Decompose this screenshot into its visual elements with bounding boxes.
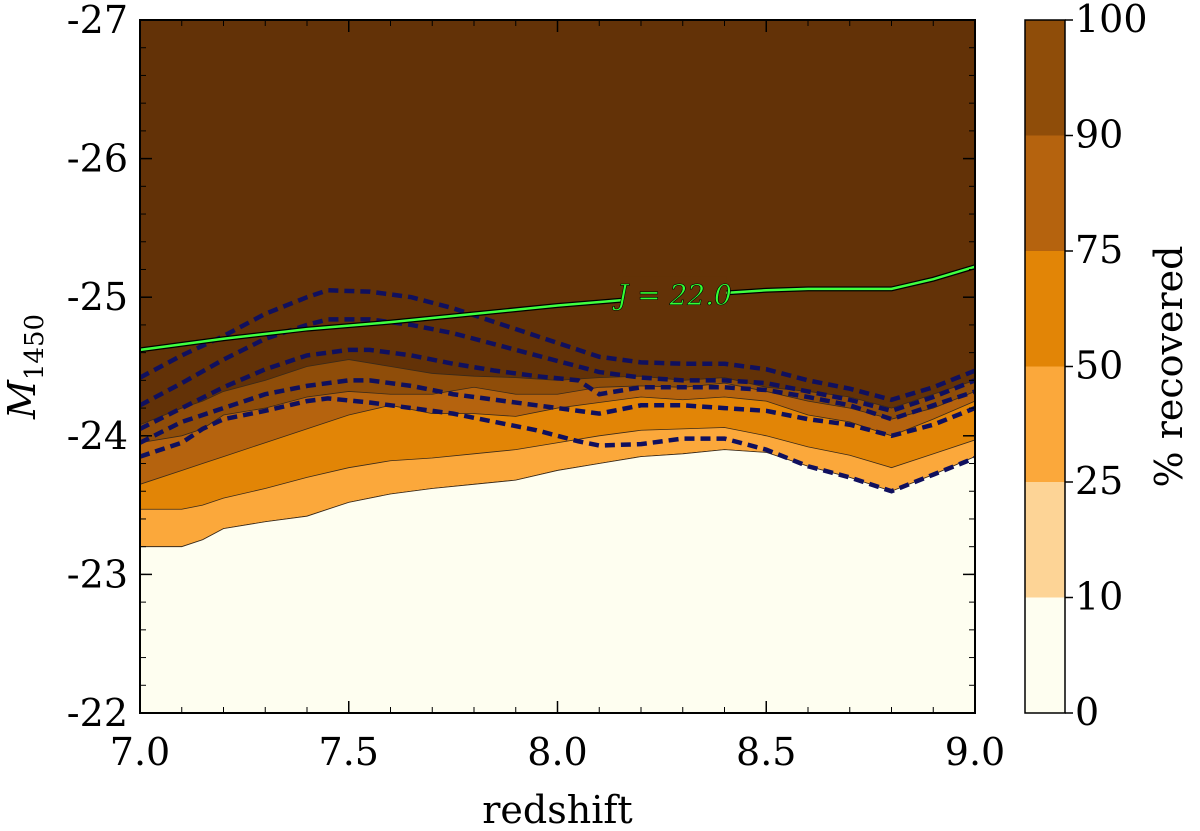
colorbar-tick-label: 75: [1075, 228, 1123, 272]
colorbar-segment-10-25: [1025, 482, 1065, 598]
y-axis-label-sub: 1450: [20, 314, 50, 380]
dashed-contour-3: [138, 347, 976, 431]
axis-ticks: [139, 19, 976, 714]
colorbar-tick-label: 0: [1075, 690, 1099, 734]
y-tick-label: -24: [67, 414, 128, 458]
colorbar-tick-label: 25: [1075, 459, 1123, 503]
colorbar-tick-label: 50: [1075, 344, 1123, 388]
x-tick-label: 7.0: [110, 730, 170, 774]
colorbar-segment-25-50: [1025, 366, 1065, 482]
y-axis-label: M1450: [0, 314, 50, 420]
x-axis-label: redshift: [482, 788, 632, 831]
contour-fill-layer: [139, 20, 976, 714]
colorbar-segment-0-10: [1025, 597, 1065, 713]
colorbar-tick-label: 10: [1075, 575, 1123, 619]
colorbar-segment-50-75: [1025, 251, 1065, 367]
x-tick-label: 7.5: [319, 730, 379, 774]
j-line-label: J = 22.0: [612, 278, 732, 311]
x-tick-labels: 7.0 7.5 8.0 8.5 9.0: [110, 730, 1005, 774]
x-tick-label: 8.0: [527, 730, 587, 774]
y-tick-label: -22: [67, 691, 128, 735]
colorbar: [1024, 19, 1073, 714]
colorbar-tick-label: 90: [1075, 113, 1123, 157]
dashed-contour-5: [139, 396, 976, 494]
colorbar-label: % recovered: [1147, 246, 1191, 488]
y-tick-labels: -22 -23 -24 -25 -26 -27: [67, 0, 128, 735]
j-magnitude-line-layer: J = 22.0: [139, 264, 976, 353]
colorbar-tick-labels: 0 10 25 50 75 90 100: [1075, 0, 1148, 734]
j-line-label-bg: [622, 276, 727, 313]
x-tick-label: 8.5: [736, 730, 796, 774]
x-tick-label: 9.0: [945, 730, 1005, 774]
y-tick-label: -27: [67, 0, 128, 42]
y-tick-label: -23: [67, 552, 128, 596]
dashed-contour-1: [138, 288, 976, 403]
colorbar-tick-label: 100: [1075, 0, 1148, 41]
y-tick-label: -26: [67, 137, 128, 181]
y-axis-label-main: M: [0, 379, 44, 420]
colorbar-segment-75-90: [1025, 135, 1065, 251]
y-tick-label: -25: [67, 275, 128, 319]
colorbar-segment-90-100: [1025, 20, 1065, 136]
